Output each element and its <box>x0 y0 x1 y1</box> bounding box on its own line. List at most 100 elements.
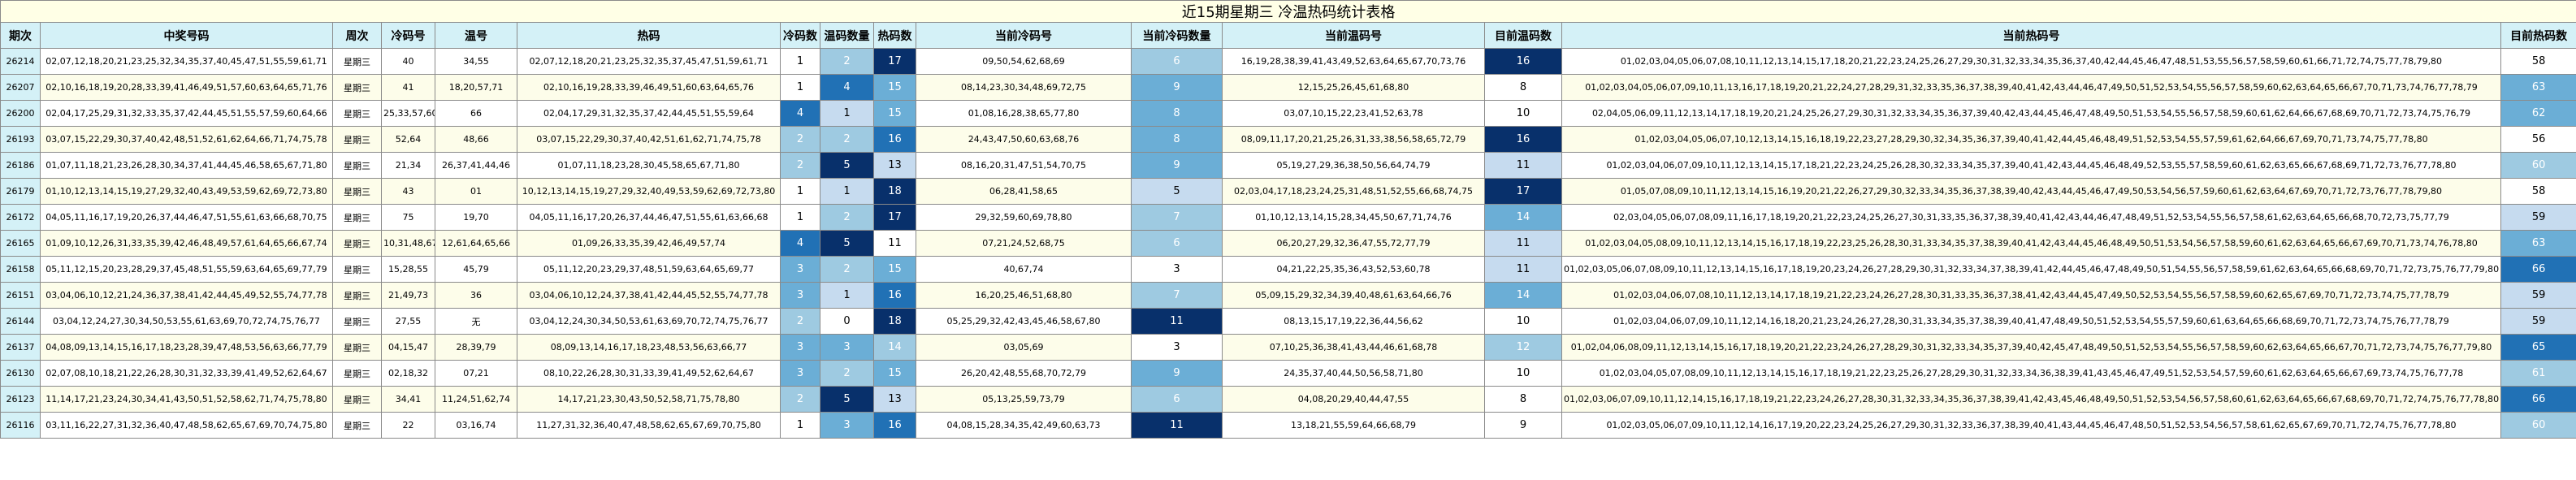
weekday-cell: 星期三 <box>332 308 382 335</box>
current-cold-cell: 40,67,74 <box>916 256 1132 283</box>
winning-numbers-cell: 02,10,16,18,19,20,28,33,39,41,46,49,51,5… <box>40 74 333 101</box>
cold-numbers-cell: 10,31,48,67 <box>381 230 435 257</box>
table-row: 26186 01,07,11,18,21,23,26,28,30,34,37,41… <box>0 152 2576 179</box>
warm-numbers-cell: 12,61,64,65,66 <box>435 230 517 257</box>
current-cold-cell: 26,20,42,48,55,68,70,72,79 <box>916 360 1132 387</box>
current-cold-count-cell: 11 <box>1131 412 1223 439</box>
warm-count-cell: 2 <box>820 360 874 387</box>
warm-numbers-cell: 28,39,79 <box>435 334 517 361</box>
warm-count-cell: 5 <box>820 152 874 179</box>
cold-numbers-cell: 21,34 <box>381 152 435 179</box>
warm-count-cell: 1 <box>820 100 874 127</box>
cold-count-cell: 1 <box>780 204 820 231</box>
winning-numbers-cell: 01,09,10,12,26,31,33,35,39,42,46,48,49,5… <box>40 230 333 257</box>
hot-count-cell: 18 <box>873 308 916 335</box>
current-warm-cell: 12,15,25,26,45,61,68,80 <box>1222 74 1485 101</box>
cold-count-cell: 1 <box>780 178 820 205</box>
winning-numbers-cell: 03,04,06,10,12,21,24,36,37,38,41,42,44,4… <box>40 282 333 309</box>
current-warm-cell: 16,19,28,38,39,41,43,49,52,63,64,65,67,7… <box>1222 48 1485 75</box>
current-hot-cell: 01,05,07,08,09,10,11,12,13,14,15,16,19,2… <box>1561 178 2501 205</box>
current-cold-cell: 01,08,16,28,38,65,77,80 <box>916 100 1132 127</box>
table-title: 近15期星期三 冷温热码统计表格 <box>0 0 2576 23</box>
current-hot-cell: 01,02,03,04,06,07,09,10,11,12,14,16,18,2… <box>1561 308 2501 335</box>
hot-numbers-cell: 02,07,12,18,20,21,23,25,32,35,37,45,47,5… <box>517 48 781 75</box>
current-cold-count-cell: 3 <box>1131 334 1223 361</box>
current-warm-cell: 06,20,27,29,32,36,47,55,72,77,79 <box>1222 230 1485 257</box>
hot-count-cell: 16 <box>873 412 916 439</box>
cold-numbers-cell: 04,15,47 <box>381 334 435 361</box>
warm-count-cell: 0 <box>820 308 874 335</box>
current-cold-count-cell: 9 <box>1131 152 1223 179</box>
weekday-cell: 星期三 <box>332 230 382 257</box>
header-hot-count: 热码数 <box>873 22 916 49</box>
current-hot-count-cell: 60 <box>2500 152 2576 179</box>
hot-numbers-cell: 03,04,12,24,30,34,50,53,61,63,69,70,72,7… <box>517 308 781 335</box>
weekday-cell: 星期三 <box>332 412 382 439</box>
warm-numbers-cell: 34,55 <box>435 48 517 75</box>
current-hot-count-cell: 63 <box>2500 230 2576 257</box>
current-cold-cell: 03,05,69 <box>916 334 1132 361</box>
cold-numbers-cell: 21,49,73 <box>381 282 435 309</box>
warm-count-cell: 3 <box>820 334 874 361</box>
current-warm-cell: 05,09,15,29,32,34,39,40,48,61,63,64,66,7… <box>1222 282 1485 309</box>
header-period: 期次 <box>0 22 41 49</box>
header-current-warm: 当前温码号 <box>1222 22 1485 49</box>
current-hot-cell: 01,02,03,04,06,07,09,10,11,12,13,14,15,1… <box>1561 152 2501 179</box>
hot-numbers-cell: 02,04,17,29,31,32,35,37,42,44,45,51,55,5… <box>517 100 781 127</box>
period-cell: 26200 <box>0 100 41 127</box>
weekday-cell: 星期三 <box>332 74 382 101</box>
weekday-cell: 星期三 <box>332 204 382 231</box>
period-cell: 26207 <box>0 74 41 101</box>
current-cold-count-cell: 9 <box>1131 74 1223 101</box>
warm-numbers-cell: 18,20,57,71 <box>435 74 517 101</box>
current-cold-cell: 09,50,54,62,68,69 <box>916 48 1132 75</box>
hot-numbers-cell: 10,12,13,14,15,19,27,29,32,40,49,53,59,6… <box>517 178 781 205</box>
winning-numbers-cell: 11,14,17,21,23,24,30,34,41,43,50,51,52,5… <box>40 386 333 413</box>
cold-numbers-cell: 40 <box>381 48 435 75</box>
hot-count-cell: 16 <box>873 282 916 309</box>
weekday-cell: 星期三 <box>332 152 382 179</box>
table-row: 26193 03,07,15,22,29,30,37,40,42,48,51,52… <box>0 126 2576 153</box>
hot-count-cell: 13 <box>873 386 916 413</box>
table-body: 26214 02,07,12,18,20,21,23,25,32,34,35,37… <box>0 48 2576 439</box>
hot-numbers-cell: 01,09,26,33,35,39,42,46,49,57,74 <box>517 230 781 257</box>
period-cell: 26137 <box>0 334 41 361</box>
current-cold-cell: 07,21,24,52,68,75 <box>916 230 1132 257</box>
current-hot-cell: 01,02,03,05,06,07,09,10,11,12,14,16,17,1… <box>1561 412 2501 439</box>
current-cold-cell: 24,43,47,50,60,63,68,76 <box>916 126 1132 153</box>
header-current-warm-count: 目前温码数 <box>1484 22 1562 49</box>
cold-count-cell: 4 <box>780 100 820 127</box>
header-current-hot-count: 目前热码数 <box>2500 22 2576 49</box>
weekday-cell: 星期三 <box>332 48 382 75</box>
period-cell: 26172 <box>0 204 41 231</box>
cold-count-cell: 3 <box>780 256 820 283</box>
current-cold-count-cell: 11 <box>1131 308 1223 335</box>
warm-numbers-cell: 03,16,74 <box>435 412 517 439</box>
hot-count-cell: 13 <box>873 152 916 179</box>
weekday-cell: 星期三 <box>332 386 382 413</box>
period-cell: 26214 <box>0 48 41 75</box>
period-cell: 26158 <box>0 256 41 283</box>
winning-numbers-cell: 05,11,12,15,20,23,28,29,37,45,48,51,55,5… <box>40 256 333 283</box>
header-cold-count: 冷码数 <box>780 22 820 49</box>
current-warm-cell: 04,21,22,25,35,36,43,52,53,60,78 <box>1222 256 1485 283</box>
cold-count-cell: 2 <box>780 386 820 413</box>
current-cold-cell: 16,20,25,46,51,68,80 <box>916 282 1132 309</box>
hot-numbers-cell: 14,17,21,23,30,43,50,52,58,71,75,78,80 <box>517 386 781 413</box>
warm-count-cell: 2 <box>820 256 874 283</box>
winning-numbers-cell: 03,11,16,22,27,31,32,36,40,47,48,58,62,6… <box>40 412 333 439</box>
warm-numbers-cell: 48,66 <box>435 126 517 153</box>
current-hot-count-cell: 59 <box>2500 204 2576 231</box>
current-hot-count-cell: 62 <box>2500 100 2576 127</box>
hot-count-cell: 17 <box>873 204 916 231</box>
hot-numbers-cell: 08,09,13,14,16,17,18,23,48,53,56,63,66,7… <box>517 334 781 361</box>
period-cell: 26144 <box>0 308 41 335</box>
winning-numbers-cell: 02,07,12,18,20,21,23,25,32,34,35,37,40,4… <box>40 48 333 75</box>
warm-count-cell: 5 <box>820 386 874 413</box>
warm-numbers-cell: 66 <box>435 100 517 127</box>
warm-count-cell: 4 <box>820 74 874 101</box>
cold-numbers-cell: 52,64 <box>381 126 435 153</box>
table-row: 26130 02,07,08,10,18,21,22,26,28,30,31,32… <box>0 360 2576 387</box>
hot-numbers-cell: 11,27,31,32,36,40,47,48,58,62,65,67,69,7… <box>517 412 781 439</box>
table-row: 26172 04,05,11,16,17,19,20,26,37,44,46,47… <box>0 204 2576 231</box>
